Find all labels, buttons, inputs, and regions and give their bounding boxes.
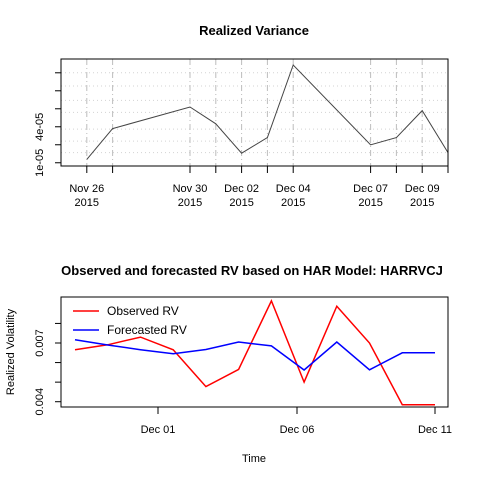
chart1-x-tick-year: 2015 <box>229 197 253 209</box>
chart1-grid <box>61 59 449 166</box>
chart2-x-axis: Dec 01 Dec 06 Dec 11 <box>141 407 452 436</box>
chart2-x-tick-label: Dec 11 <box>418 424 452 436</box>
legend-observed-label: Observed RV <box>107 304 179 318</box>
forecasted-rv-line <box>74 338 435 371</box>
chart2-y-tick-label: 0.004 <box>34 388 46 416</box>
observed-rv-line <box>74 299 435 406</box>
chart1-x-tick-label: Dec 02 <box>224 183 259 195</box>
chart1-x-tick-label: Nov 30 <box>173 183 208 195</box>
chart1-x-tick-year: 2015 <box>178 197 202 209</box>
chart1-y-axis: 1e-05 4e-05 <box>34 66 62 177</box>
chart1-title: Realized Variance <box>199 23 309 38</box>
chart1-x-axis: Nov 26 2015 Nov 30 2015 Dec 02 2015 Dec 04 2015… <box>69 166 449 209</box>
chart1-x-tick-label: Dec 09 <box>405 183 440 195</box>
chart2-title: Observed and forecasted RV based on HAR … <box>61 263 443 278</box>
realized-variance-chart: Realized Variance Nov 26 2015 Nov 30 2015 De… <box>34 23 449 209</box>
chart1-x-tick-year: 2015 <box>281 197 305 209</box>
chart1-x-tick-year: 2015 <box>75 197 99 209</box>
chart1-x-tick-label: Dec 07 <box>353 183 388 195</box>
chart2-y-tick-label: 0.007 <box>34 329 46 357</box>
chart2-legend: Observed RV Forecasted RV <box>73 304 187 337</box>
chart2-x-axis-label: Time <box>242 453 266 465</box>
chart2-y-axis-label: Realized Volatility <box>5 308 17 395</box>
chart2-x-tick-label: Dec 01 <box>141 424 176 436</box>
chart1-series-line <box>86 64 449 160</box>
chart1-x-tick-year: 2015 <box>410 197 434 209</box>
chart1-y-tick-label: 4e-05 <box>34 113 46 141</box>
har-forecast-chart: Observed and forecasted RV based on HAR … <box>5 263 452 465</box>
chart1-x-tick-year: 2015 <box>358 197 382 209</box>
chart1-series <box>86 64 449 160</box>
chart2-y-axis: 0.004 0.007 <box>34 322 62 416</box>
chart1-y-tick-label: 1e-05 <box>34 149 46 177</box>
chart2-series <box>74 299 435 406</box>
legend-forecasted-label: Forecasted RV <box>107 323 187 337</box>
chart2-x-tick-label: Dec 06 <box>280 424 315 436</box>
chart1-x-tick-label: Nov 26 <box>69 183 104 195</box>
chart1-x-tick-label: Dec 04 <box>276 183 311 195</box>
